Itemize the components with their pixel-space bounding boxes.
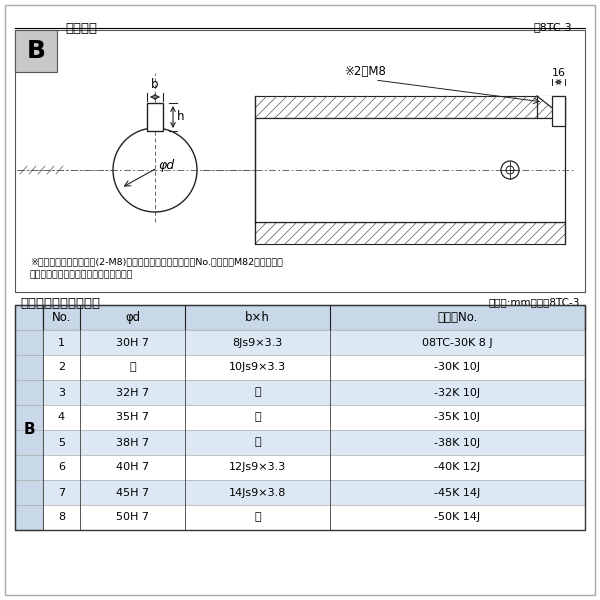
Text: 45H 7: 45H 7 [116, 487, 149, 497]
Text: 〃: 〃 [254, 437, 261, 448]
FancyBboxPatch shape [43, 455, 585, 480]
FancyBboxPatch shape [43, 330, 585, 355]
FancyBboxPatch shape [43, 430, 585, 455]
FancyBboxPatch shape [255, 118, 565, 222]
FancyBboxPatch shape [552, 96, 565, 126]
Text: 30H 7: 30H 7 [116, 337, 149, 347]
FancyBboxPatch shape [255, 96, 565, 118]
Text: 図8TC-3: 図8TC-3 [533, 22, 572, 32]
Text: -32K 10J: -32K 10J [434, 388, 481, 397]
FancyBboxPatch shape [43, 380, 585, 405]
Text: 軸穴形状: 軸穴形状 [65, 22, 97, 35]
Text: 14Js9×3.8: 14Js9×3.8 [229, 487, 286, 497]
Text: 8: 8 [58, 512, 65, 523]
FancyBboxPatch shape [43, 355, 585, 380]
Text: -50K 14J: -50K 14J [434, 512, 481, 523]
Text: 38H 7: 38H 7 [116, 437, 149, 448]
Polygon shape [537, 96, 565, 118]
Text: （セットボルトは付属されています。）: （セットボルトは付属されています。） [30, 270, 133, 279]
FancyBboxPatch shape [15, 305, 43, 530]
Text: 〃: 〃 [254, 512, 261, 523]
Text: 1: 1 [58, 337, 65, 347]
Text: -35K 10J: -35K 10J [434, 413, 481, 422]
Text: 7: 7 [58, 487, 65, 497]
Text: 50H 7: 50H 7 [116, 512, 149, 523]
FancyBboxPatch shape [43, 305, 585, 330]
Text: φd: φd [125, 311, 140, 324]
Text: 〃: 〃 [254, 413, 261, 422]
Text: 軸穴形状コード一覧表: 軸穴形状コード一覧表 [20, 297, 100, 310]
Text: ※セットボルト用タップ(2-M8)が必要な場合は右記コードNo.の末尾にM82を付ける。: ※セットボルト用タップ(2-M8)が必要な場合は右記コードNo.の末尾にM82を… [30, 257, 283, 266]
Text: 16: 16 [551, 68, 566, 78]
Text: 40H 7: 40H 7 [116, 463, 149, 473]
Text: 08TC-30K 8 J: 08TC-30K 8 J [422, 337, 493, 347]
Text: 3: 3 [58, 388, 65, 397]
Text: -30K 10J: -30K 10J [434, 362, 481, 373]
Text: No.: No. [52, 311, 71, 324]
Text: 5: 5 [58, 437, 65, 448]
Text: B: B [26, 39, 46, 63]
Text: φd: φd [158, 158, 174, 172]
Text: 2: 2 [58, 362, 65, 373]
FancyBboxPatch shape [147, 103, 163, 131]
Text: （単位:mm）　表8TC-3: （単位:mm） 表8TC-3 [488, 297, 580, 307]
Text: 4: 4 [58, 413, 65, 422]
FancyBboxPatch shape [255, 222, 565, 244]
Text: -38K 10J: -38K 10J [434, 437, 481, 448]
FancyBboxPatch shape [15, 30, 57, 72]
Text: 8Js9×3.3: 8Js9×3.3 [232, 337, 283, 347]
Text: b×h: b×h [245, 311, 270, 324]
Text: 35H 7: 35H 7 [116, 413, 149, 422]
Text: b: b [151, 78, 159, 91]
Text: コードNo.: コードNo. [437, 311, 478, 324]
Text: ※2－M8: ※2－M8 [345, 65, 387, 78]
FancyBboxPatch shape [5, 5, 595, 595]
FancyBboxPatch shape [15, 30, 585, 292]
Text: 〃: 〃 [129, 362, 136, 373]
Text: 〃: 〃 [254, 388, 261, 397]
Text: B: B [23, 422, 35, 437]
FancyBboxPatch shape [43, 480, 585, 505]
Text: h: h [177, 110, 185, 124]
FancyBboxPatch shape [43, 505, 585, 530]
Text: 12Js9×3.3: 12Js9×3.3 [229, 463, 286, 473]
FancyBboxPatch shape [43, 405, 585, 430]
Text: 6: 6 [58, 463, 65, 473]
Text: -45K 14J: -45K 14J [434, 487, 481, 497]
Text: 32H 7: 32H 7 [116, 388, 149, 397]
Text: 10Js9×3.3: 10Js9×3.3 [229, 362, 286, 373]
Text: -40K 12J: -40K 12J [434, 463, 481, 473]
